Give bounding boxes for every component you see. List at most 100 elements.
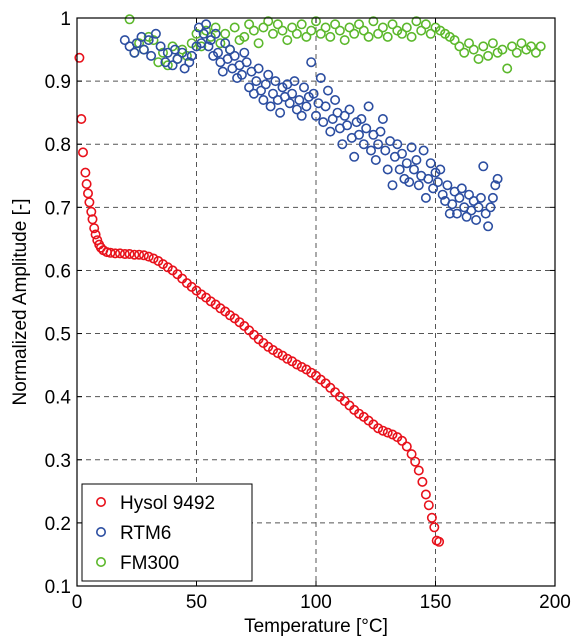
data-point [425, 28, 436, 39]
data-point [368, 16, 379, 27]
data-point [411, 16, 422, 27]
data-point [239, 47, 250, 58]
data-point [81, 179, 92, 190]
data-point [291, 359, 302, 370]
data-point [437, 189, 448, 200]
data-point [358, 139, 369, 150]
data-point [358, 25, 369, 36]
data-point [356, 114, 367, 125]
data-point [401, 158, 412, 169]
x-tick-label: 200 [539, 592, 571, 613]
data-point [284, 98, 295, 109]
data-point [483, 221, 494, 232]
data-point [327, 114, 338, 125]
data-point [408, 164, 419, 175]
data-point [530, 47, 541, 58]
data-point [310, 16, 321, 27]
data-point [426, 512, 437, 523]
data-point [177, 47, 188, 58]
data-point [253, 63, 264, 74]
data-point [394, 164, 405, 175]
data-point [353, 129, 364, 140]
data-point [375, 126, 386, 137]
data-point [363, 31, 374, 42]
data-point [361, 123, 372, 134]
data-point [416, 25, 427, 36]
data-point [267, 88, 278, 99]
data-point [215, 38, 226, 49]
data-point [339, 35, 350, 46]
data-point [454, 41, 465, 52]
data-point [315, 73, 326, 84]
data-point [353, 19, 364, 30]
y-tick-label: 0.4 [45, 388, 72, 409]
data-point [263, 16, 274, 27]
data-point [483, 50, 494, 61]
data-point [337, 139, 348, 150]
data-point [373, 28, 384, 39]
y-tick-label: 0.6 [45, 261, 71, 282]
data-point [468, 44, 479, 55]
data-point [370, 155, 381, 166]
data-point [428, 183, 439, 194]
data-point [435, 164, 446, 175]
data-point [342, 120, 353, 131]
data-point [526, 41, 537, 52]
data-point [124, 249, 135, 260]
data-point [239, 31, 250, 42]
data-point [487, 38, 498, 49]
y-axis-label: Normalized Amplitude [-] [10, 199, 31, 406]
data-point [413, 465, 424, 476]
data-point [179, 63, 190, 74]
data-point [296, 19, 307, 30]
data-point [198, 28, 209, 39]
data-point [365, 145, 376, 156]
data-point [282, 353, 293, 364]
data-point [511, 47, 522, 58]
data-point [306, 57, 317, 68]
data-point [150, 28, 161, 39]
data-point [275, 107, 286, 118]
data-point [396, 435, 407, 446]
data-point [420, 489, 431, 500]
data-point [291, 28, 302, 39]
data-point [217, 66, 228, 77]
data-point [186, 50, 197, 61]
data-point [473, 53, 484, 64]
data-point [289, 76, 300, 87]
y-tick-label: 0.5 [45, 325, 71, 346]
legend-label: Hysol 9492 [120, 493, 215, 514]
data-point [387, 19, 398, 30]
y-tick-label: 0.7 [45, 198, 71, 219]
data-point [255, 85, 266, 96]
data-point [225, 44, 236, 55]
data-point [420, 19, 431, 30]
data-point [373, 423, 384, 434]
data-point [244, 82, 255, 93]
x-tick-label: 150 [420, 592, 452, 613]
data-point [373, 139, 384, 150]
data-point [535, 41, 546, 52]
data-point [148, 253, 159, 264]
legend-marker [96, 496, 107, 507]
data-point [434, 536, 445, 547]
x-tick-label: 0 [72, 592, 83, 613]
data-point [236, 69, 247, 80]
data-point [229, 22, 240, 33]
data-point [177, 44, 188, 55]
data-point [344, 22, 355, 33]
data-point [320, 22, 331, 33]
data-point [349, 28, 360, 39]
data-point [146, 50, 157, 61]
data-point [475, 192, 486, 203]
data-point [377, 425, 388, 436]
y-tick-label: 1 [60, 9, 71, 30]
data-point [471, 215, 482, 226]
data-point [258, 22, 269, 33]
data-series [74, 14, 546, 547]
data-point [349, 151, 360, 162]
data-point [406, 31, 417, 42]
data-point [131, 38, 142, 49]
data-point [382, 31, 393, 42]
data-point [377, 114, 388, 125]
